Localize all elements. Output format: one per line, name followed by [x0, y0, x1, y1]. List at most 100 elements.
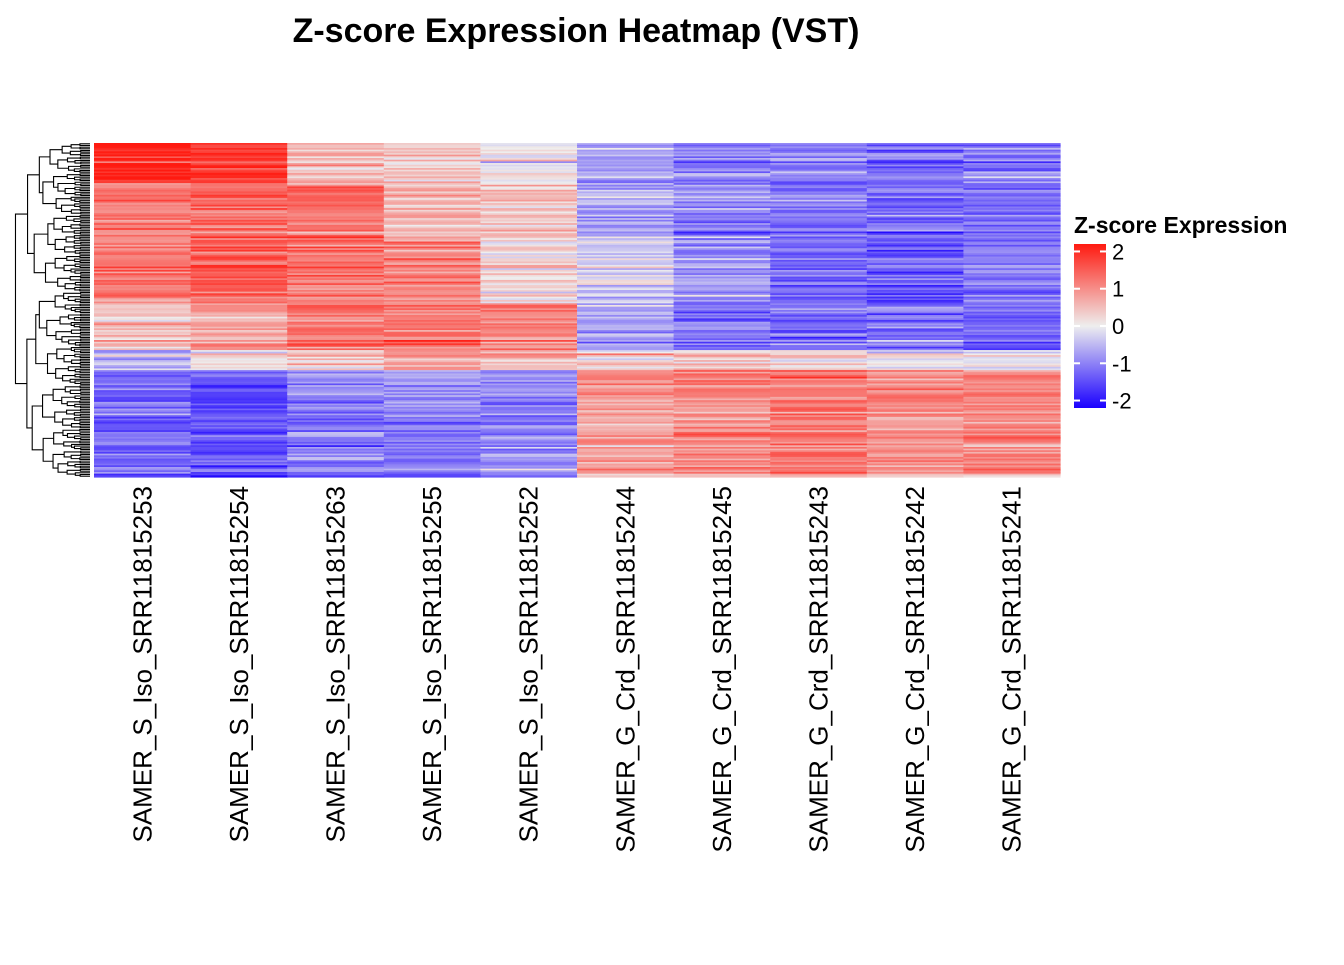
heatmap-cell — [190, 251, 288, 254]
legend-tick-label: 1 — [1112, 277, 1124, 302]
heatmap-cell — [770, 338, 868, 341]
heatmap-cell — [480, 179, 578, 183]
heatmap-cell — [577, 198, 675, 201]
heatmap-cell — [963, 391, 1061, 395]
heatmap-cell — [383, 460, 481, 463]
heatmap-cell — [287, 356, 385, 360]
heatmap-cell — [866, 413, 964, 416]
heatmap-cell — [577, 183, 675, 186]
heatmap-cell — [577, 193, 675, 196]
heatmap-cell — [770, 323, 868, 326]
row-dendrogram-branch — [74, 198, 90, 202]
heatmap-cell — [963, 425, 1061, 428]
heatmap-cell — [287, 311, 385, 314]
heatmap-cell — [190, 148, 288, 151]
heatmap-cell — [190, 303, 288, 306]
row-dendrogram-branch — [63, 354, 75, 363]
heatmap-cell — [770, 274, 868, 278]
heatmap-cell — [866, 219, 964, 223]
heatmap-cell — [673, 261, 771, 264]
heatmap-cell — [577, 266, 675, 269]
heatmap-cell — [190, 381, 288, 385]
heatmap-cell — [94, 179, 192, 183]
heatmap-cell — [287, 169, 385, 172]
row-dendrogram-branch — [79, 255, 90, 258]
heatmap-cell — [94, 289, 192, 293]
heatmap-cell — [577, 236, 675, 239]
heatmap-cell — [673, 443, 771, 446]
heatmap-cell — [963, 453, 1061, 456]
heatmap-cell — [770, 291, 868, 294]
heatmap-cell — [963, 380, 1061, 383]
heatmap-cell — [770, 204, 868, 208]
heatmap-cell — [673, 183, 771, 186]
heatmap-cell — [480, 208, 578, 211]
heatmap-cell — [94, 363, 192, 366]
heatmap-cell — [94, 386, 192, 390]
heatmap-cell — [94, 330, 192, 333]
heatmap-cell — [866, 189, 964, 193]
heatmap-cell — [94, 294, 192, 298]
heatmap-cell — [383, 456, 481, 460]
heatmap-cell — [673, 191, 771, 194]
heatmap-cell — [770, 326, 868, 329]
heatmap-cell — [866, 451, 964, 455]
heatmap-cell — [94, 244, 192, 248]
heatmap-cell — [480, 268, 578, 271]
heatmap-cell — [480, 416, 578, 420]
row-dendrogram-branch — [80, 453, 90, 457]
heatmap-cell — [287, 358, 385, 361]
heatmap-cell — [673, 303, 771, 306]
heatmap-cell — [577, 395, 675, 398]
heatmap-cell — [383, 450, 481, 453]
heatmap-cell — [963, 293, 1061, 296]
heatmap-cell — [866, 296, 964, 299]
heatmap-cell — [866, 320, 964, 323]
heatmap-cell — [577, 323, 675, 326]
heatmap-cell — [673, 333, 771, 336]
heatmap-cell — [673, 206, 771, 209]
heatmap-cell — [577, 430, 675, 433]
heatmap-cell — [190, 174, 288, 177]
row-dendrogram-branch — [53, 176, 68, 188]
heatmap-cell — [673, 231, 771, 234]
heatmap-cell — [673, 306, 771, 309]
heatmap-cell — [480, 261, 578, 264]
heatmap-cell — [770, 236, 868, 239]
heatmap-cell — [383, 263, 481, 266]
heatmap-cell — [190, 413, 288, 416]
row-dendrogram-branch — [70, 329, 81, 334]
heatmap-cell — [673, 446, 771, 450]
heatmap-cell — [866, 301, 964, 304]
heatmap-cell — [577, 440, 675, 443]
heatmap-cell — [577, 144, 675, 147]
heatmap-cell — [190, 273, 288, 276]
heatmap-cell — [673, 471, 771, 475]
heatmap-cell — [770, 335, 868, 338]
row-dendrogram-branch — [33, 233, 48, 274]
heatmap-cell — [963, 301, 1061, 304]
heatmap-cell — [190, 376, 288, 380]
heatmap-cell — [287, 436, 385, 440]
heatmap-cell — [383, 318, 481, 321]
heatmap-cell — [383, 310, 481, 313]
heatmap-cell — [866, 146, 964, 149]
heatmap-cell — [94, 234, 192, 238]
heatmap-cell — [673, 144, 771, 147]
heatmap-cell — [287, 213, 385, 216]
heatmap-cell — [190, 226, 288, 229]
heatmap-cell — [770, 189, 868, 193]
heatmap-cell — [577, 166, 675, 169]
heatmap-cell — [963, 266, 1061, 269]
heatmap-cell — [770, 229, 868, 233]
heatmap-cell — [190, 159, 288, 162]
heatmap-cell — [770, 221, 868, 224]
heatmap-cell — [673, 468, 771, 471]
heatmap-cell — [383, 261, 481, 264]
heatmap-cell — [770, 463, 868, 466]
heatmap-cell — [480, 373, 578, 376]
heatmap-cell — [190, 168, 288, 171]
heatmap-cell — [94, 436, 192, 440]
heatmap-cell — [383, 229, 481, 233]
heatmap-cell — [190, 373, 288, 376]
